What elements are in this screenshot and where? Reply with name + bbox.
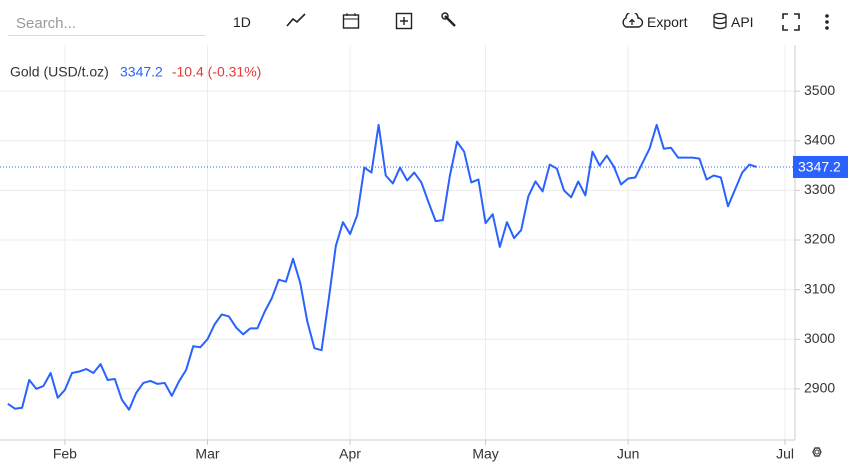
settings-icon[interactable] <box>812 447 822 457</box>
chart-type-icon[interactable] <box>285 12 307 28</box>
price-line <box>7 123 757 411</box>
x-tick-label: Jul <box>776 446 794 462</box>
interval-button[interactable]: 1D <box>233 14 251 30</box>
y-tick-label: 3100 <box>804 280 835 296</box>
price-tag <box>793 155 848 178</box>
export-button[interactable]: Export <box>647 14 688 30</box>
api-button[interactable]: API <box>731 14 754 30</box>
y-tick-label: 3500 <box>804 82 835 98</box>
x-tick-label: Jun <box>617 446 640 462</box>
y-tick-label: 3400 <box>804 131 835 147</box>
x-tick-label: Mar <box>195 446 219 462</box>
header-price: 3347.2 <box>120 64 163 80</box>
settings-icon-center <box>814 449 820 455</box>
fullscreen-icon[interactable] <box>781 12 801 32</box>
menu-icon[interactable] <box>822 12 832 32</box>
chart-title: Gold (USD/t.oz) <box>10 64 109 80</box>
export-icon[interactable] <box>620 13 644 29</box>
x-tick-label: May <box>472 446 498 462</box>
y-tick-label: 3000 <box>804 330 835 346</box>
calendar-icon[interactable] <box>342 12 360 30</box>
change-label: -10.4 (-0.31%) <box>172 64 261 80</box>
add-icon[interactable] <box>395 12 413 30</box>
y-tick-label: 2900 <box>804 380 835 396</box>
x-tick-label: Apr <box>339 446 361 462</box>
x-tick-label: Feb <box>53 446 77 462</box>
price-tag-label: 3347.2 <box>798 159 841 175</box>
settings-tool-icon[interactable] <box>441 12 459 30</box>
search-box[interactable]: Search... <box>8 8 206 36</box>
api-icon[interactable] <box>712 12 728 30</box>
y-tick-label: 3300 <box>804 181 835 197</box>
y-tick-label: 3200 <box>804 231 835 247</box>
